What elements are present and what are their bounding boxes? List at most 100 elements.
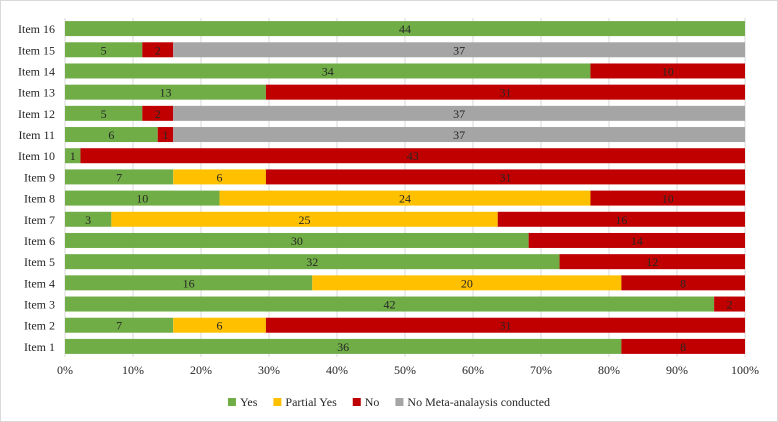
data-label: 42: [384, 298, 396, 312]
data-label: 5: [101, 43, 107, 57]
data-label: 7: [116, 170, 122, 184]
x-axis-ticks: 0% 10% 20% 30% 40% 50% 60% 70% 80% 90% 100%: [57, 363, 759, 377]
y-category-label: Item 5: [24, 255, 55, 269]
legend-label: No Meta-analaysis conducted: [407, 395, 550, 409]
y-axis-categories: Item 1 Item 2 Item 3 Item 4 Item 5 Item 6 Item…: [18, 22, 55, 354]
bar-item-9-yes: [65, 169, 174, 185]
x-tick-label: 40%: [326, 363, 348, 377]
data-label: 16: [615, 213, 627, 227]
data-label: 10: [136, 192, 148, 206]
legend-item-partial-yes: Partial Yes: [273, 395, 337, 409]
legend-swatch: [273, 398, 282, 406]
data-label: 2: [155, 43, 161, 57]
bar-item-6-no: [528, 232, 745, 248]
data-label: 10: [662, 192, 674, 206]
bar-item-4-yes: [65, 275, 313, 291]
x-tick-label: 0%: [57, 363, 73, 377]
y-category-label: Item 9: [24, 170, 55, 184]
data-label: 13: [159, 86, 171, 100]
y-category-label: Item 2: [24, 319, 55, 333]
data-label: 32: [306, 255, 318, 269]
bar-item-8-no: [590, 190, 745, 206]
bar-item-10-no: [80, 148, 746, 164]
bar-item-15-yes: [65, 42, 143, 58]
bar-item-13-no: [265, 84, 745, 100]
y-category-label: Item 8: [24, 192, 55, 206]
data-label: 37: [453, 128, 465, 142]
data-label: 8: [680, 340, 686, 354]
bar-item-3-yes: [65, 296, 715, 312]
data-label: 30: [291, 234, 303, 248]
data-label: 37: [453, 107, 465, 121]
data-label: 1: [162, 128, 168, 142]
bar-item-5-no: [559, 254, 745, 270]
bar-item-2-no: [265, 317, 745, 333]
legend-swatch: [352, 398, 361, 406]
legend-swatch: [227, 398, 236, 406]
bar-item-3-no: [714, 296, 745, 312]
data-label: 44: [399, 22, 411, 36]
bar-item-7-yes: [65, 211, 112, 227]
bar-item-4-partial-yes: [312, 275, 622, 291]
bar-item-4-no: [621, 275, 745, 291]
bar-item-9-no: [265, 169, 745, 185]
data-label: 31: [499, 170, 511, 184]
bar-item-12-no: [142, 105, 174, 121]
data-label: 31: [499, 86, 511, 100]
bar-item-10-yes: [65, 148, 81, 164]
bar-item-15-no: [142, 42, 174, 58]
data-label: 37: [453, 43, 465, 57]
data-label: 6: [217, 170, 223, 184]
y-category-label: Item 12: [18, 107, 55, 121]
x-tick-label: 30%: [258, 363, 280, 377]
legend-label: No: [365, 395, 380, 409]
bar-item-12-yes: [65, 105, 143, 121]
data-label: 25: [299, 213, 311, 227]
bar-item-14-no: [590, 63, 745, 79]
bar-item-15-no-meta-analaysis-conducted: [173, 42, 745, 58]
data-label: 16: [183, 276, 195, 290]
x-tick-label: 90%: [666, 363, 688, 377]
data-label: 20: [461, 276, 473, 290]
bar-item-9-partial-yes: [173, 169, 266, 185]
data-label: 2: [155, 107, 161, 121]
data-label: 36: [337, 340, 349, 354]
data-label: 3: [85, 213, 91, 227]
bar-item-2-partial-yes: [173, 317, 266, 333]
bars: [65, 21, 746, 354]
x-tick-label: 60%: [462, 363, 484, 377]
legend-item-no-meta-analaysis-conducted: No Meta-analaysis conducted: [395, 395, 550, 409]
legend: Yes Partial Yes No No Meta-analaysis conduc…: [227, 395, 550, 409]
bar-item-2-yes: [65, 317, 174, 333]
y-category-label: Item 16: [18, 22, 55, 36]
data-label: 24: [399, 192, 411, 206]
bar-item-7-partial-yes: [111, 211, 498, 227]
data-label: 14: [631, 234, 643, 248]
x-tick-label: 70%: [530, 363, 552, 377]
data-label: 12: [646, 255, 658, 269]
bar-item-11-no-meta-analaysis-conducted: [173, 127, 745, 143]
y-category-label: Item 15: [18, 43, 55, 57]
legend-item-no: No: [352, 395, 380, 409]
bar-item-1-no: [621, 338, 745, 354]
data-label: 6: [217, 319, 223, 333]
y-category-label: Item 6: [24, 234, 55, 248]
x-tick-label: 10%: [122, 363, 144, 377]
legend-swatch: [395, 398, 404, 406]
bar-item-1-yes: [65, 338, 622, 354]
bar-item-7-no: [497, 211, 745, 227]
x-tick-label: 100%: [731, 363, 759, 377]
x-tick-label: 50%: [394, 363, 416, 377]
data-label: 10: [662, 64, 674, 78]
bar-item-14-yes: [65, 63, 591, 79]
y-category-label: Item 13: [18, 86, 55, 100]
bar-item-6-yes: [65, 232, 529, 248]
data-label: 34: [322, 64, 334, 78]
y-category-label: Item 10: [18, 149, 55, 163]
bar-item-8-yes: [65, 190, 220, 206]
bar-item-13-yes: [65, 84, 266, 100]
bar-item-12-no-meta-analaysis-conducted: [173, 105, 745, 121]
